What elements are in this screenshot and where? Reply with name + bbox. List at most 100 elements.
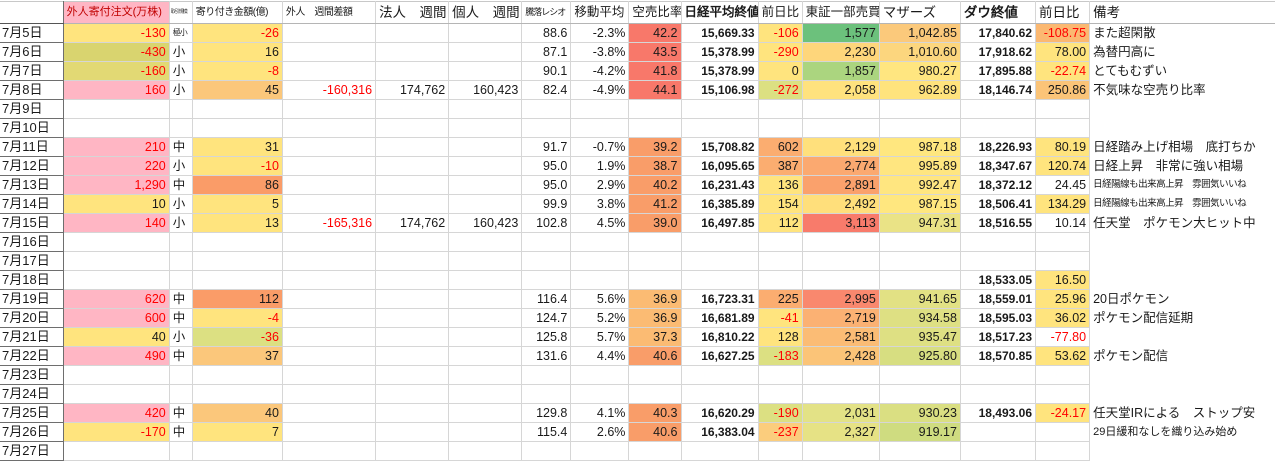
cell-order[interactable]: 1,290 [63,175,170,195]
cell-dow_chg[interactable]: 36.02 [1035,308,1091,328]
cell-hojin[interactable] [375,156,450,176]
cell-mothers[interactable]: 987.18 [879,137,961,157]
cell-tosho[interactable]: 2,774 [802,156,880,176]
cell-tosho[interactable]: 3,113 [802,213,880,233]
cell-dow_chg[interactable]: 53.62 [1035,346,1091,366]
cell-ratio[interactable] [521,441,572,461]
cell-gaijin[interactable] [282,175,377,195]
cell-dow_chg[interactable]: 25.96 [1035,289,1091,309]
cell-nikkei_chg[interactable]: -237 [758,422,803,442]
cell-mothers[interactable]: 925.80 [879,346,961,366]
cell-date[interactable]: 7月7日 [0,61,64,81]
cell-tosho[interactable] [802,251,880,271]
cell-kojin[interactable] [448,137,523,157]
cell-kojin[interactable] [448,270,523,290]
cell-short_r[interactable]: 36.9 [628,308,682,328]
cell-tosho[interactable]: 2,031 [802,403,880,423]
cell-mothers[interactable] [879,232,961,252]
cell-scale[interactable] [169,441,193,461]
cell-scale[interactable] [169,99,193,119]
cell-kojin[interactable] [448,422,523,442]
cell-date[interactable]: 7月5日 [0,23,64,43]
cell-hojin[interactable] [375,403,450,423]
cell-ma[interactable] [570,232,630,252]
cell-ma[interactable]: -2.3% [570,23,630,43]
cell-nikkei[interactable] [681,99,759,119]
cell-gaijin[interactable] [282,270,377,290]
cell-gaijin[interactable] [282,251,377,271]
cell-tosho[interactable]: 2,058 [802,80,880,100]
cell-ratio[interactable] [521,232,572,252]
cell-dow_chg[interactable]: -108.75 [1035,23,1091,43]
cell-ratio[interactable]: 116.4 [521,289,572,309]
cell-nikkei_chg[interactable]: 602 [758,137,803,157]
cell-mothers[interactable]: 941.65 [879,289,961,309]
cell-ratio[interactable]: 131.6 [521,346,572,366]
cell-nikkei_chg[interactable]: -41 [758,308,803,328]
cell-ratio[interactable] [521,118,572,138]
cell-ratio[interactable]: 124.7 [521,308,572,328]
cell-amount[interactable]: -10 [192,156,283,176]
cell-gaijin[interactable] [282,365,377,385]
cell-short_r[interactable]: 41.8 [628,61,682,81]
cell-kojin[interactable] [448,99,523,119]
cell-hojin[interactable] [375,194,450,214]
cell-amount[interactable]: 40 [192,403,283,423]
cell-nikkei_chg[interactable] [758,251,803,271]
cell-scale[interactable] [169,384,193,404]
cell-ratio[interactable]: 99.9 [521,194,572,214]
cell-tosho[interactable]: 2,995 [802,289,880,309]
cell-order[interactable] [63,251,170,271]
cell-tosho[interactable]: 1,577 [802,23,880,43]
cell-ma[interactable] [570,365,630,385]
cell-remark[interactable]: とてもむずい [1093,64,1168,78]
cell-remark[interactable]: 日経上昇 非常に強い相場 [1093,159,1244,173]
cell-mothers[interactable]: 934.58 [879,308,961,328]
cell-tosho[interactable] [802,270,880,290]
cell-mothers[interactable] [879,118,961,138]
cell-tosho[interactable]: 2,428 [802,346,880,366]
cell-dow[interactable] [960,384,1037,404]
cell-hojin[interactable] [375,365,450,385]
cell-ma[interactable] [570,251,630,271]
cell-date[interactable]: 7月20日 [0,308,64,328]
cell-order[interactable] [63,270,170,290]
cell-ratio[interactable] [521,365,572,385]
cell-scale[interactable]: 小 [169,80,193,100]
cell-scale[interactable]: 中 [169,175,193,195]
cell-hojin[interactable] [375,289,450,309]
cell-nikkei_chg[interactable]: 0 [758,61,803,81]
cell-nikkei[interactable] [681,118,759,138]
cell-gaijin[interactable] [282,194,377,214]
cell-date[interactable]: 7月13日 [0,175,64,195]
cell-mothers[interactable]: 992.47 [879,175,961,195]
cell-amount[interactable] [192,232,283,252]
cell-mothers[interactable]: 995.89 [879,156,961,176]
column-header-short_r[interactable]: 空売比率 [628,1,682,24]
cell-short_r[interactable]: 39.0 [628,213,682,233]
cell-remark[interactable] [1090,385,1275,404]
cell-nikkei_chg[interactable]: 136 [758,175,803,195]
cell-dow[interactable]: 18,533.05 [960,270,1037,290]
cell-tosho[interactable] [802,365,880,385]
cell-hojin[interactable] [375,23,450,43]
cell-scale[interactable]: 中 [169,308,193,328]
cell-kojin[interactable] [448,384,523,404]
cell-ma[interactable]: -0.7% [570,137,630,157]
cell-order[interactable]: 490 [63,346,170,366]
column-header-mothers[interactable]: マザーズ [879,1,961,24]
cell-date[interactable]: 7月25日 [0,403,64,423]
cell-remark[interactable]: 20日ポケモン [1093,292,1170,306]
cell-dow[interactable]: 18,517.23 [960,327,1037,347]
cell-dow_chg[interactable]: 250.86 [1035,80,1091,100]
cell-nikkei[interactable] [681,251,759,271]
cell-gaijin[interactable]: -160,316 [282,80,377,100]
column-header-gaijin[interactable]: 外人 週間差額 [282,1,377,24]
cell-gaijin[interactable] [282,441,377,461]
cell-mothers[interactable]: 947.31 [879,213,961,233]
cell-mothers[interactable]: 987.15 [879,194,961,214]
column-header-nikkei_chg[interactable]: 前日比 [758,1,803,24]
cell-nikkei_chg[interactable]: 112 [758,213,803,233]
cell-short_r[interactable]: 39.2 [628,137,682,157]
cell-hojin[interactable]: 174,762 [375,80,450,100]
